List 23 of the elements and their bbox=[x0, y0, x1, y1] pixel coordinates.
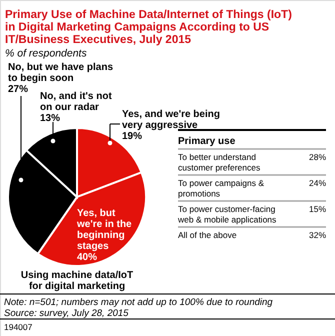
text: Using machine data/IoT for digital marketing bbox=[20, 270, 134, 292]
text: 24% bbox=[308, 178, 326, 188]
category-label: All of the above bbox=[178, 230, 237, 240]
slice-label: No, and it's not on our radar bbox=[40, 91, 112, 113]
slice-label: No, but we have plans to begin soon bbox=[8, 62, 114, 84]
category-label: To power campaigns & promotions bbox=[178, 178, 264, 198]
source-note: Source: survey, July 28, 2015 bbox=[4, 308, 130, 319]
chart-subtitle: % of respondents bbox=[5, 48, 88, 60]
text: 28% bbox=[308, 152, 326, 162]
data-label: 19% bbox=[122, 131, 142, 142]
category-label: To better understand customer preferences bbox=[178, 152, 260, 172]
text: Note: n=501; numbers may not add up to 100% due to rounding bbox=[4, 297, 274, 308]
data-label: 13% bbox=[40, 113, 60, 124]
slice-label: Yes, but we're in the beginning stages bbox=[76, 208, 132, 252]
text: Primary use bbox=[178, 136, 236, 147]
data-label: 27% bbox=[8, 84, 28, 95]
text: 15% bbox=[308, 204, 326, 214]
chart-title: Primary Use of Machine Data/Internet of Things (IoT) in Digital Marketing Campaigns According to US IT/Business Executives, July 2015 bbox=[5, 9, 292, 46]
category-label: To power customer-facing web & mobile applications bbox=[177, 204, 276, 224]
text: 32% bbox=[308, 230, 326, 240]
data-label: 40% bbox=[77, 252, 98, 263]
slice-label: Yes, and we're being very aggressive bbox=[122, 109, 220, 131]
text: 194007 bbox=[4, 322, 33, 332]
